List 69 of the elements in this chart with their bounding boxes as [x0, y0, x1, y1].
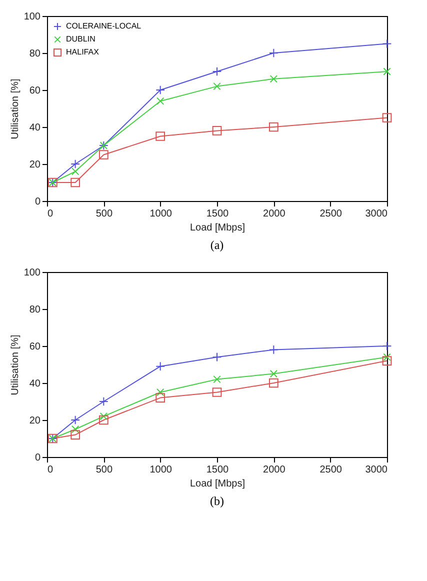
y-axis-title: Utilisation [%]: [10, 78, 21, 140]
point: [213, 82, 221, 90]
point: [70, 415, 80, 425]
point: [382, 39, 392, 48]
x-tick-label: 1000: [150, 208, 172, 220]
legend-label: DUBLIN: [66, 34, 96, 44]
x-axis-title: Load [Mbps]: [190, 222, 246, 234]
point: [268, 48, 278, 58]
y-tick-label: 40: [29, 378, 41, 390]
x-tick-label: 1500: [206, 208, 230, 220]
x-tick-label: 3000: [365, 208, 388, 220]
point: [71, 425, 80, 434]
point: [212, 352, 222, 362]
legend-label: COLERAINE-LOCAL: [66, 22, 142, 30]
x-tick-label: 0: [48, 464, 54, 476]
y-tick-label: 20: [29, 416, 41, 426]
x-tick-label: 2500: [320, 464, 342, 476]
point: [268, 378, 278, 388]
point: [70, 430, 80, 440]
y-axis-title: Utilisation [%]: [10, 334, 21, 396]
point: [156, 393, 166, 402]
point: [100, 412, 108, 420]
point: [70, 159, 80, 169]
legend-label: HALIFAX: [66, 48, 100, 56]
y-tick-label: 0: [34, 196, 41, 208]
x-axis-title: Load [Mbps]: [190, 478, 246, 490]
point: [212, 66, 222, 76]
point: [212, 388, 222, 397]
point: [156, 97, 164, 105]
x-tick-label: 2000: [263, 208, 286, 220]
point: [270, 370, 278, 378]
y-tick-label: 60: [29, 342, 41, 352]
point: [270, 75, 278, 83]
point: [156, 85, 166, 95]
y-tick-label: 80: [29, 304, 41, 316]
point: [156, 362, 166, 372]
point: [98, 150, 108, 160]
point: [383, 68, 391, 76]
point: [70, 178, 80, 188]
point: [98, 396, 108, 406]
point: [383, 353, 391, 361]
x-tick-label: 0: [48, 208, 54, 220]
x-tick-label: 2000: [263, 464, 286, 476]
point: [156, 132, 166, 141]
point: [268, 345, 278, 354]
x-tick-label: 1500: [206, 464, 230, 476]
x-tick-label: 500: [96, 208, 113, 220]
x-tick-label: 1000: [150, 464, 172, 476]
point: [382, 356, 392, 366]
point: [98, 415, 108, 425]
x-tick-label: 500: [96, 464, 113, 476]
point: [212, 126, 222, 136]
y-tick-label: 100: [24, 12, 41, 22]
y-tick-label: 40: [29, 122, 41, 134]
y-tick-label: 60: [29, 86, 41, 96]
x-tick-label: 2500: [320, 208, 342, 220]
point: [268, 122, 278, 132]
point: [382, 341, 392, 351]
y-tick-label: 100: [24, 268, 41, 278]
point: [382, 113, 392, 122]
point: [213, 375, 221, 384]
point: [71, 168, 80, 176]
text: (a): [210, 238, 224, 252]
y-tick-label: 80: [29, 48, 41, 60]
point: [156, 388, 164, 396]
text: (b): [210, 494, 224, 508]
y-tick-label: 20: [29, 160, 41, 170]
y-tick-label: 0: [34, 452, 41, 464]
x-tick-label: 3000: [365, 464, 388, 476]
